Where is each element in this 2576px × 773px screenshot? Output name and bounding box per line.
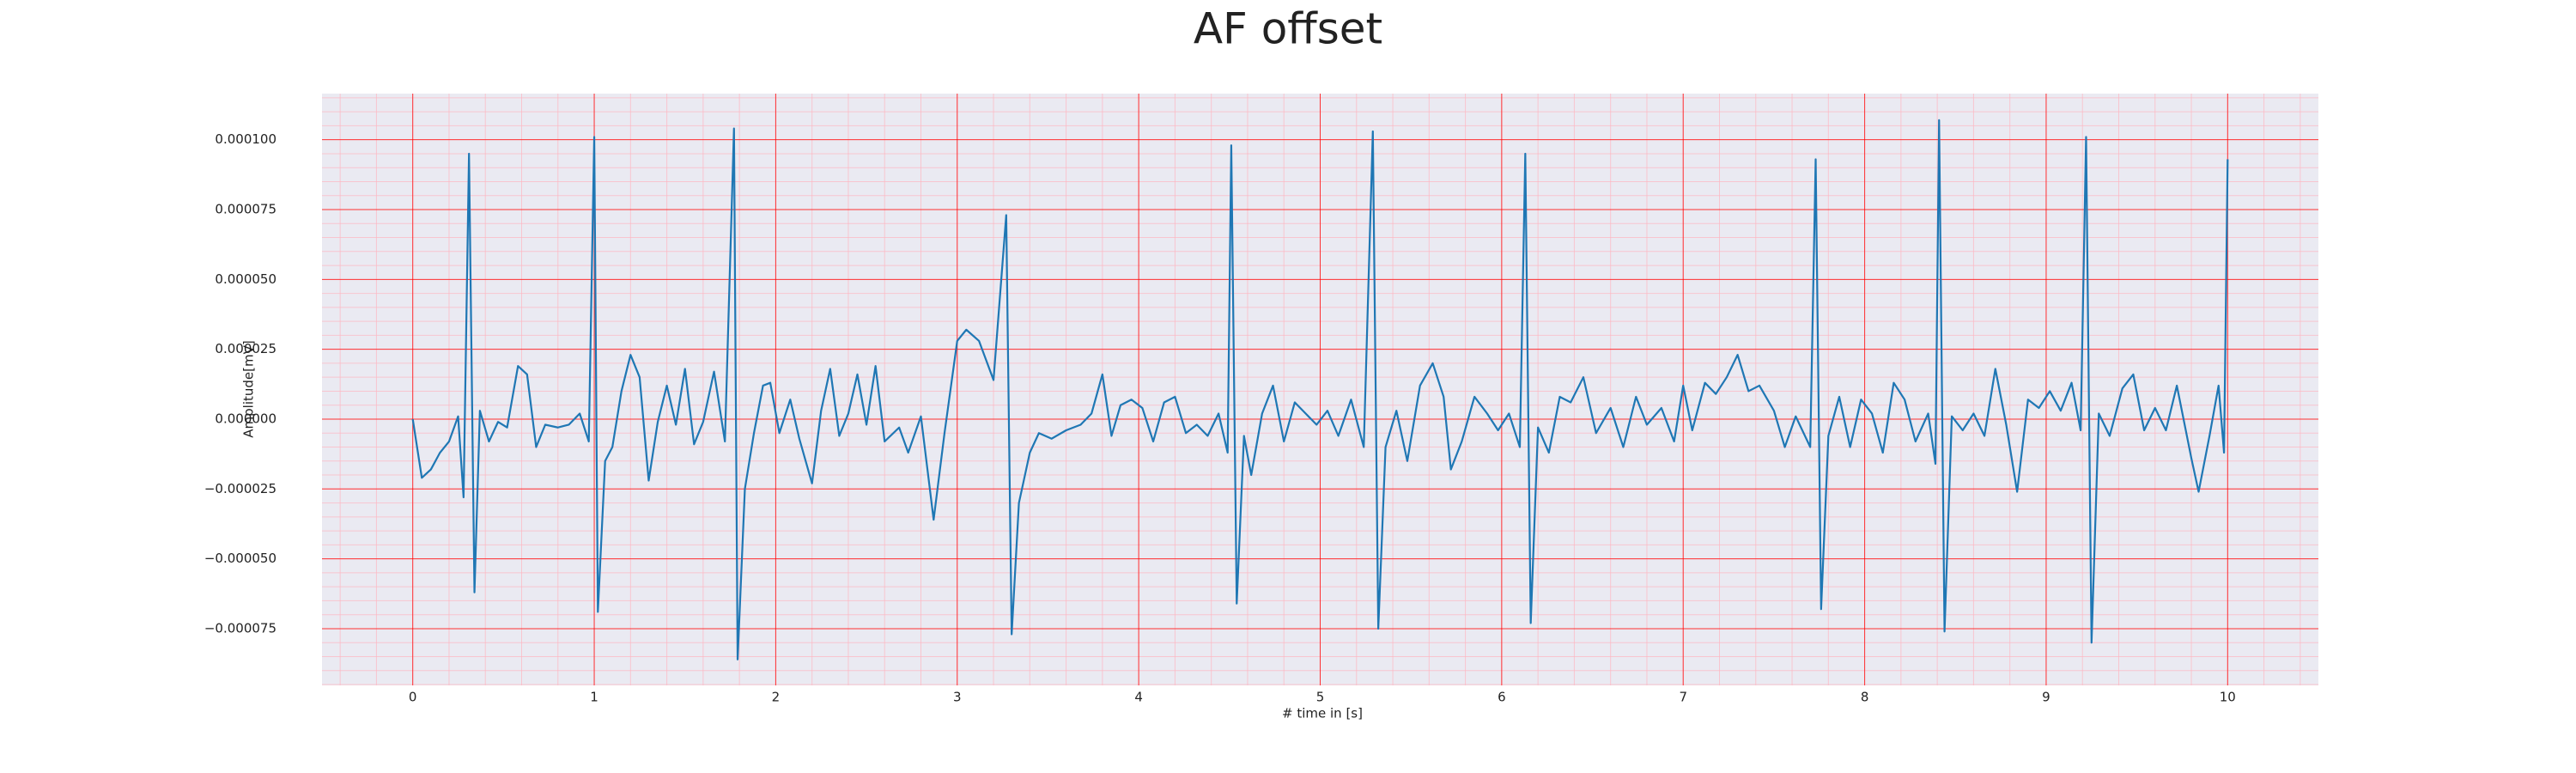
x-tick-label: 6 [1498, 690, 1506, 705]
y-tick-label: 0.000050 [215, 271, 276, 287]
x-tick-label: 0 [409, 690, 417, 705]
y-tick-label: 0.000100 [215, 131, 276, 147]
y-tick-label: −0.000025 [204, 481, 276, 496]
x-tick-label: 2 [772, 690, 781, 705]
x-axis-label: # time in [s] [1282, 706, 1363, 721]
y-tick-label: 0.000000 [215, 411, 276, 426]
x-tick-label: 7 [1679, 690, 1687, 705]
x-tick-label: 3 [953, 690, 962, 705]
y-tick-label: −0.000050 [204, 551, 276, 566]
x-tick-label: 1 [590, 690, 598, 705]
x-tick-label: 8 [1861, 690, 1869, 705]
y-tick-label: 0.000075 [215, 202, 276, 217]
x-tick-label: 4 [1134, 690, 1143, 705]
y-axis-label: Amplitude[mV] [241, 340, 257, 437]
y-tick-label: 0.000025 [215, 341, 276, 356]
x-tick-label: 5 [1316, 690, 1325, 705]
x-tick-label: 9 [2042, 690, 2050, 705]
chart-title: AF offset [1194, 4, 1382, 54]
x-tick-label: 10 [2220, 690, 2236, 705]
data-line [411, 119, 2229, 660]
y-tick-label: −0.000075 [204, 620, 276, 636]
